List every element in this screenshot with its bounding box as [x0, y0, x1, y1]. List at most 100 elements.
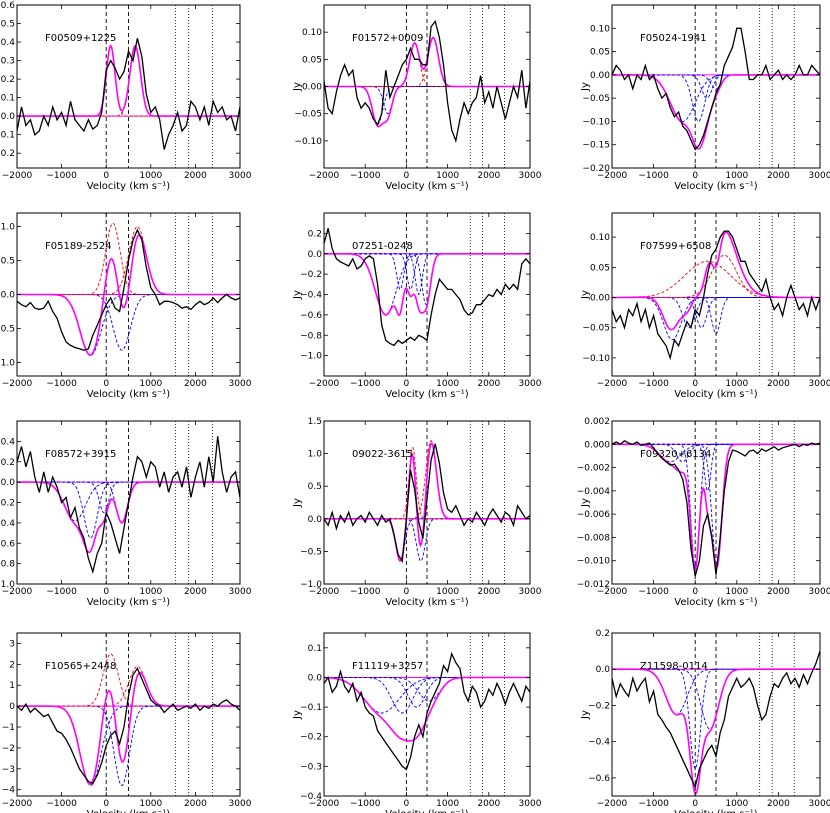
y-tick-label: −0.4	[300, 291, 322, 301]
y-tick-label: 1.0	[308, 450, 323, 460]
panel-frame	[611, 420, 821, 585]
y-tick-label: −0.006	[577, 510, 611, 520]
panel-07251-0248: −2000 −1000 0 1000 2000 3000 0.2 0.0 −0.2 −0.4 −0.…	[292, 212, 542, 400]
panel-F05189-2524: −2000 −1000 0 1000 2000 3000 1.0 0.5 0.0 −0.5 −1.0…	[0, 212, 252, 400]
y-tick-label: 1.0	[1, 223, 16, 233]
x-tick-label: 0	[692, 379, 698, 389]
panel-F00509+1225: −2000 −1000 0 1000 2000 3000 0.6 0.5 0.4 0.3 0.2 0.…	[0, 1, 252, 192]
y-tick-label: 0.0	[308, 673, 323, 683]
x-tick-label: 1000	[725, 379, 748, 389]
y-tick-label: 0.0	[308, 515, 323, 525]
x-tick-label: 1000	[139, 171, 162, 181]
observed-spectrum-line	[17, 38, 240, 150]
y-tick-label: 0.10	[590, 24, 610, 34]
x-tick-label: −2000	[309, 587, 340, 597]
x-axis-label: Velocity (km s⁻¹)	[87, 597, 171, 608]
plot-area	[324, 633, 530, 796]
y-tick-label: −0.2	[588, 701, 610, 711]
panel-title: Z11598-0114	[640, 661, 708, 672]
plot-area	[17, 5, 240, 168]
y-axis-label: Jy	[292, 498, 303, 508]
x-axis-label: Velocity (km s⁻¹)	[87, 181, 171, 192]
panel-F11119+3257: −2000 −1000 0 1000 2000 3000 0.1 0.0 −0.1 −0.2 −0.…	[292, 632, 542, 813]
total-fit-curve	[612, 231, 820, 331]
y-tick-label: 0.6	[1, 1, 16, 11]
y-tick-label: −0.2	[0, 499, 15, 509]
y-tick-label: 0.0	[308, 250, 323, 260]
plot-area	[324, 421, 530, 584]
x-tick-label: 3000	[519, 799, 542, 809]
y-tick-label: 0	[9, 702, 15, 712]
x-axis-label: Velocity (km s⁻¹)	[674, 597, 758, 608]
x-tick-label: 3000	[809, 171, 830, 181]
panel-Z11598-0114: −2000 −1000 0 1000 2000 3000 0.2 0.0 −0.2 −0.4 −0.…	[580, 629, 830, 813]
x-tick-label: −2000	[2, 799, 33, 809]
y-tick-label: 0.4	[1, 38, 16, 48]
y-tick-label: 0.002	[584, 417, 610, 427]
x-tick-label: −2000	[597, 587, 628, 597]
y-tick-label: −0.3	[300, 762, 322, 772]
observed-spectrum-line	[612, 440, 820, 577]
panel-F01572+0009: −2000 −1000 0 1000 2000 3000 0.10 0.05 0.00 −0.05…	[292, 4, 542, 192]
y-tick-label: 0.0	[1, 478, 16, 488]
observed-spectrum-line	[612, 230, 820, 361]
panel-title: F05024-1941	[640, 33, 707, 44]
x-tick-label: 3000	[809, 379, 830, 389]
plot-area	[612, 213, 820, 376]
x-tick-label: 2000	[477, 171, 500, 181]
y-tick-label: 2	[9, 660, 15, 670]
absorption-component-curve	[612, 443, 820, 492]
x-tick-label: −1000	[638, 379, 669, 389]
panel-frame	[323, 632, 531, 797]
x-tick-label: 0	[103, 171, 109, 181]
plot-area	[324, 5, 530, 168]
x-tick-label: 2000	[477, 799, 500, 809]
y-tick-label: −0.4	[300, 792, 322, 802]
x-tick-label: 0	[404, 171, 410, 181]
total-fit-curve	[17, 671, 240, 786]
panel-title: F09320+6134	[640, 449, 711, 460]
y-tick-label: −0.05	[582, 94, 610, 104]
panel-frame	[16, 4, 241, 169]
y-tick-label: −0.05	[582, 324, 610, 334]
y-axis-label: Jy	[580, 498, 591, 508]
x-tick-label: −1000	[350, 799, 381, 809]
x-tick-label: 0	[103, 587, 109, 597]
y-tick-label: 0.0	[596, 665, 611, 675]
x-axis-label: Velocity (km s⁻¹)	[385, 809, 469, 813]
panel-frame	[323, 420, 531, 585]
x-tick-label: 2000	[184, 171, 207, 181]
x-tick-label: 2000	[767, 799, 790, 809]
y-tick-label: −1.0	[300, 580, 322, 590]
y-tick-label: 0.5	[1, 20, 15, 30]
x-tick-label: 0	[404, 587, 410, 597]
panel-frame	[611, 4, 821, 169]
panel-title: F10565+2448	[45, 661, 116, 672]
x-tick-label: −2000	[597, 171, 628, 181]
x-tick-label: 3000	[229, 587, 252, 597]
y-axis-label: Jy	[292, 290, 303, 300]
y-tick-label: 0.0	[1, 112, 16, 122]
y-tick-label: −0.1	[300, 703, 322, 713]
y-tick-label: 0.05	[590, 48, 610, 58]
x-tick-label: 0	[404, 379, 410, 389]
panel-F08572+3915: −2000 −1000 0 1000 2000 3000 0.4 0.2 0.0 −0.2 −0.4…	[0, 420, 252, 608]
x-tick-label: 1000	[725, 587, 748, 597]
y-tick-label: 0.4	[1, 437, 16, 447]
y-tick-label: 0.05	[302, 55, 322, 65]
x-tick-label: −2000	[2, 587, 33, 597]
observed-spectrum-line	[612, 650, 820, 789]
y-tick-label: 0.0	[1, 291, 16, 301]
y-axis-label: Jy	[292, 710, 303, 720]
x-tick-label: −1000	[350, 171, 381, 181]
x-tick-label: 1000	[139, 587, 162, 597]
y-tick-label: −2	[2, 744, 15, 754]
y-tick-label: −0.20	[582, 164, 610, 174]
observed-spectrum-line	[324, 651, 530, 771]
x-tick-label: −2000	[309, 171, 340, 181]
panel-title: F07599+6508	[640, 241, 711, 252]
plot-area	[612, 633, 820, 796]
panel-F10565+2448: −2000 −1000 0 1000 2000 3000 3 2 1 0 −1 −2 −3 −4 Veloc…	[2, 632, 252, 813]
y-tick-label: 0.2	[308, 229, 322, 239]
